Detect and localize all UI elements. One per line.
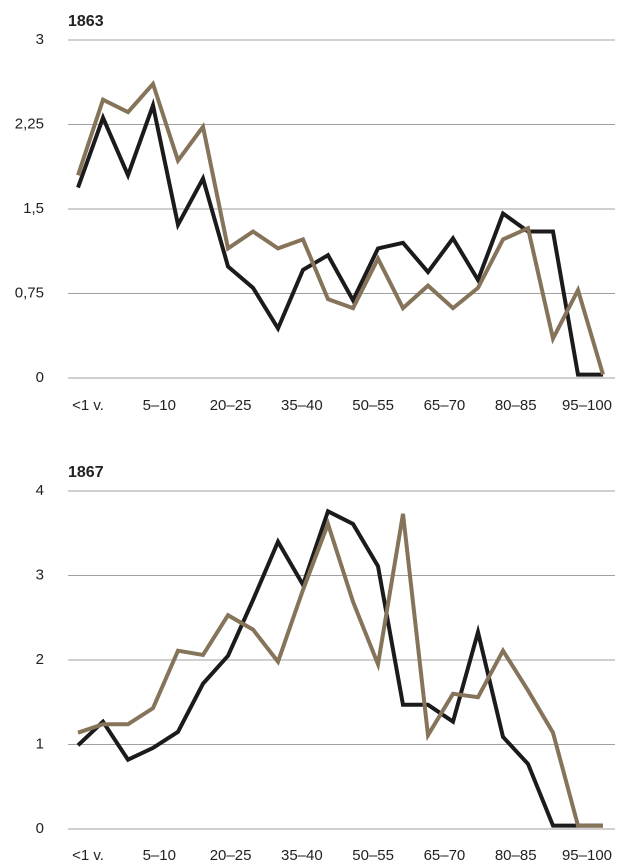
data-line: [76, 97, 603, 377]
x-tick-label: 50–55: [352, 847, 394, 864]
y-tick-label: 2,25: [15, 115, 44, 132]
chart-title: 1867: [68, 464, 104, 481]
x-tick-label: 20–25: [210, 847, 252, 864]
x-tick-label: 65–70: [424, 847, 466, 864]
x-tick-label: <1 v.: [72, 397, 104, 414]
x-tick-label: 5–10: [143, 397, 176, 414]
y-tick-label: 3: [36, 31, 44, 48]
x-tick-label: 20–25: [210, 397, 252, 414]
x-tick-label: 95–100: [562, 847, 612, 864]
x-tick-label: 50–55: [352, 397, 394, 414]
y-tick-label: 3: [36, 566, 44, 583]
data-line: [76, 80, 605, 376]
y-tick-label: 1: [36, 735, 44, 752]
x-tick-label: 5–10: [143, 847, 176, 864]
x-tick-label: 80–85: [495, 397, 537, 414]
x-tick-label: 35–40: [281, 847, 323, 864]
y-tick-label: 4: [36, 482, 44, 499]
y-tick-label: 0: [36, 820, 44, 837]
y-tick-label: 2: [36, 651, 44, 668]
x-tick-label: <1 v.: [72, 847, 104, 864]
x-tick-label: 80–85: [495, 847, 537, 864]
data-line: [76, 508, 603, 828]
x-tick-label: 65–70: [424, 397, 466, 414]
x-tick-label: 35–40: [281, 397, 323, 414]
y-tick-label: 0: [36, 369, 44, 386]
chart-title: 1863: [68, 13, 104, 30]
y-tick-label: 1,5: [23, 200, 44, 217]
y-tick-label: 0,75: [15, 284, 44, 301]
data-line: [77, 513, 603, 828]
x-tick-label: 95–100: [562, 397, 612, 414]
